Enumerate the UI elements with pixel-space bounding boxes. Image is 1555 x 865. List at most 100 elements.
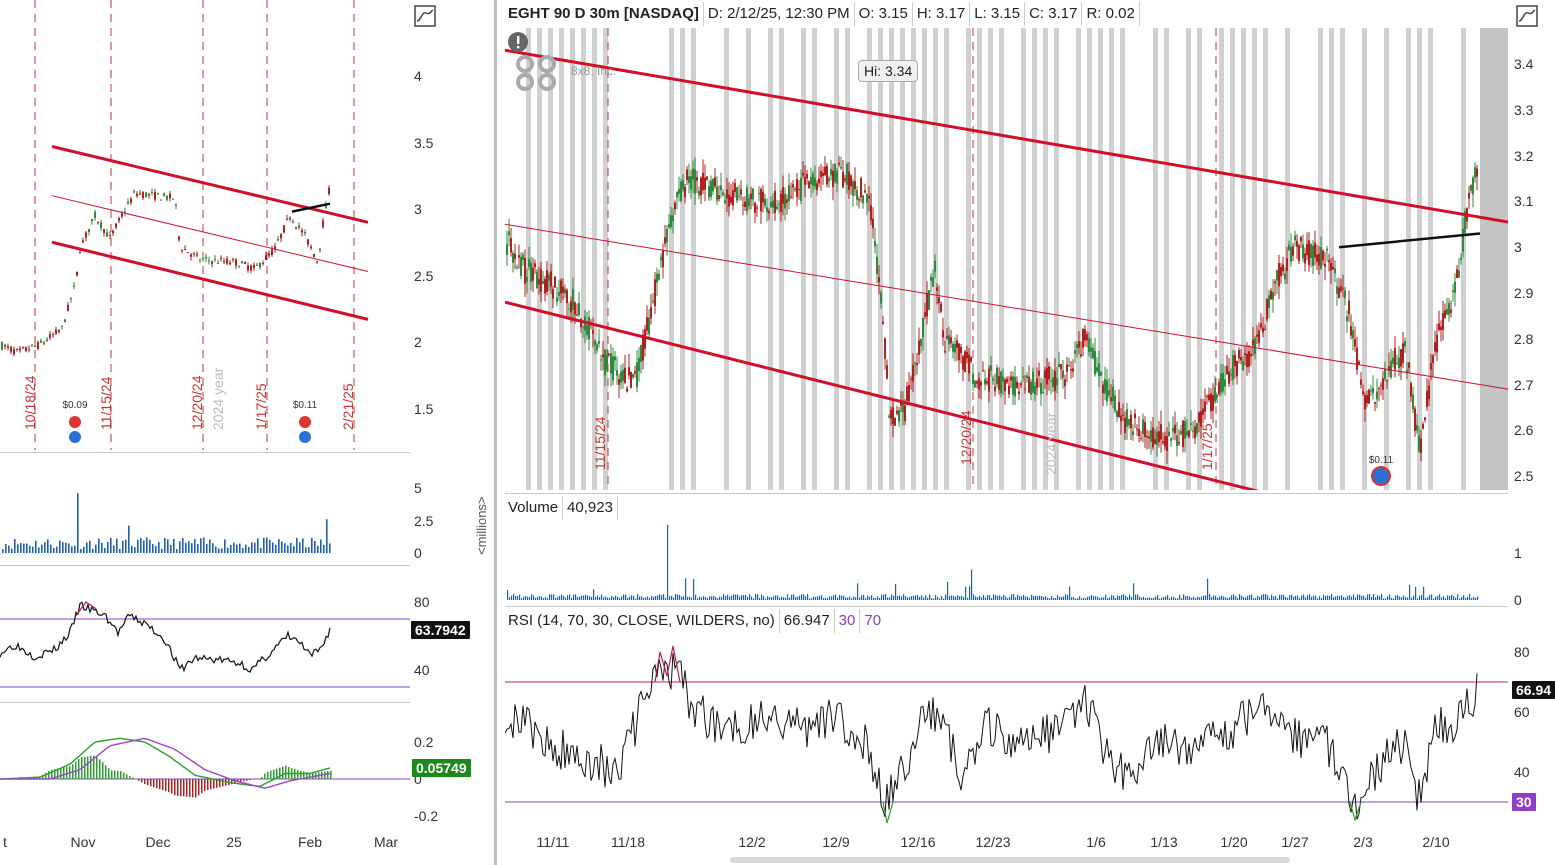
volume-bar bbox=[627, 597, 629, 600]
price-candle bbox=[1040, 382, 1042, 394]
chart-style-icon[interactable] bbox=[1516, 5, 1538, 27]
price-candle bbox=[1410, 383, 1412, 397]
volume-bar bbox=[759, 597, 761, 600]
left-candle bbox=[28, 349, 30, 351]
volume-bar bbox=[1417, 598, 1419, 600]
price-candle bbox=[1276, 270, 1278, 281]
alert-icon[interactable] bbox=[507, 31, 529, 53]
volume-bar bbox=[749, 594, 751, 600]
price-candle bbox=[544, 278, 546, 294]
price-candle bbox=[616, 370, 618, 376]
session-shade bbox=[1186, 28, 1191, 490]
price-candle bbox=[1020, 383, 1022, 385]
volume-bar bbox=[1029, 598, 1031, 600]
volume-bar bbox=[885, 594, 887, 600]
left-candle bbox=[304, 231, 306, 234]
x-axis-label: Mar bbox=[373, 834, 399, 850]
price-candle bbox=[794, 188, 796, 191]
left-price-pane[interactable]: $0.09 $0.11 bbox=[0, 0, 410, 450]
price-candle bbox=[1144, 422, 1146, 438]
volume-bar bbox=[799, 595, 801, 600]
volume-bar bbox=[191, 543, 193, 553]
session-shade bbox=[1164, 28, 1169, 490]
date-marker-label: 1/17/25 bbox=[1199, 423, 1215, 470]
horizontal-scrollbar[interactable] bbox=[730, 857, 1290, 863]
price-candle bbox=[1062, 370, 1064, 378]
macd-histogram-bar bbox=[243, 779, 245, 782]
price-candle bbox=[512, 253, 514, 263]
price-candle bbox=[1370, 390, 1372, 392]
right-price-pane[interactable]: $0.11 bbox=[505, 28, 1508, 490]
volume-bar bbox=[771, 597, 773, 600]
volume-bar bbox=[765, 598, 767, 600]
macd-histogram-bar bbox=[126, 774, 128, 779]
price-candle bbox=[550, 271, 552, 287]
volume-bar bbox=[633, 595, 635, 600]
volume-bar bbox=[1405, 597, 1407, 600]
volume-bar bbox=[1431, 594, 1433, 600]
price-candle bbox=[1472, 177, 1474, 195]
right-rsi-pane[interactable] bbox=[505, 634, 1508, 832]
volume-bar bbox=[1061, 596, 1063, 600]
right-price-plot[interactable]: $0.11 bbox=[505, 28, 1508, 490]
macd-histogram-bar bbox=[162, 779, 164, 791]
rsi-label[interactable]: RSI (14, 70, 30, CLOSE, WILDERS, no) bbox=[504, 609, 780, 633]
volume-bar bbox=[507, 589, 509, 600]
left-rsi-pane[interactable] bbox=[0, 567, 410, 697]
macd-histogram-bar bbox=[231, 779, 233, 785]
price-candle bbox=[1358, 361, 1360, 364]
left-macd-pane[interactable] bbox=[0, 704, 410, 832]
left-divider-3 bbox=[0, 702, 410, 703]
left-rsi-plot[interactable] bbox=[0, 567, 410, 697]
volume-bar bbox=[693, 579, 695, 600]
macd-histogram-bar bbox=[201, 779, 203, 794]
price-candle bbox=[1262, 327, 1264, 333]
price-candle bbox=[864, 190, 866, 193]
left-price-plot[interactable]: $0.09 $0.11 bbox=[0, 0, 410, 450]
right-volume-pane[interactable] bbox=[505, 520, 1508, 603]
price-candle bbox=[1362, 391, 1364, 395]
right-rsi-plot[interactable] bbox=[505, 634, 1508, 832]
volume-bar bbox=[555, 597, 557, 600]
left-candle bbox=[202, 257, 204, 260]
volume-bar bbox=[1255, 597, 1257, 600]
chart-style-icon[interactable] bbox=[414, 5, 436, 27]
volume-bar bbox=[1071, 597, 1073, 600]
right-volume-plot[interactable] bbox=[505, 520, 1508, 603]
volume-bar bbox=[713, 595, 715, 600]
price-candle bbox=[522, 254, 524, 260]
volume-bar bbox=[1399, 596, 1401, 600]
x-axis-label: 12/2 bbox=[738, 834, 766, 850]
price-candle bbox=[1114, 395, 1116, 411]
price-candle bbox=[792, 184, 794, 188]
price-candle bbox=[532, 267, 534, 281]
left-volume-plot[interactable] bbox=[0, 455, 410, 560]
price-candle bbox=[1026, 375, 1028, 378]
symbol-label[interactable]: EGHT 90 D 30m [NASDAQ] bbox=[504, 2, 704, 26]
left-macd-plot[interactable] bbox=[0, 704, 410, 832]
left-candle bbox=[244, 261, 246, 264]
left-candle bbox=[253, 264, 255, 269]
price-candle bbox=[720, 185, 722, 191]
price-candle bbox=[786, 199, 788, 203]
volume-bar bbox=[891, 594, 893, 600]
volume-bar bbox=[839, 594, 841, 600]
session-shade bbox=[1098, 28, 1103, 490]
volume-bar bbox=[1031, 594, 1033, 600]
x-axis-label: Dec bbox=[145, 834, 171, 850]
volume-bar bbox=[1009, 597, 1011, 600]
volume-bar bbox=[903, 594, 905, 600]
price-candle bbox=[766, 207, 768, 213]
volume-bar bbox=[161, 548, 163, 553]
volume-bar bbox=[65, 542, 67, 553]
price-candle bbox=[560, 280, 562, 294]
price-candle bbox=[1470, 185, 1472, 191]
volume-bar bbox=[227, 547, 229, 553]
panel-splitter[interactable] bbox=[494, 0, 497, 865]
left-candle bbox=[220, 257, 222, 259]
volume-label[interactable]: Volume bbox=[504, 496, 564, 520]
left-volume-pane[interactable] bbox=[0, 455, 410, 560]
volume-bar bbox=[607, 597, 609, 600]
volume-bar bbox=[945, 594, 947, 600]
price-candle bbox=[938, 297, 940, 304]
